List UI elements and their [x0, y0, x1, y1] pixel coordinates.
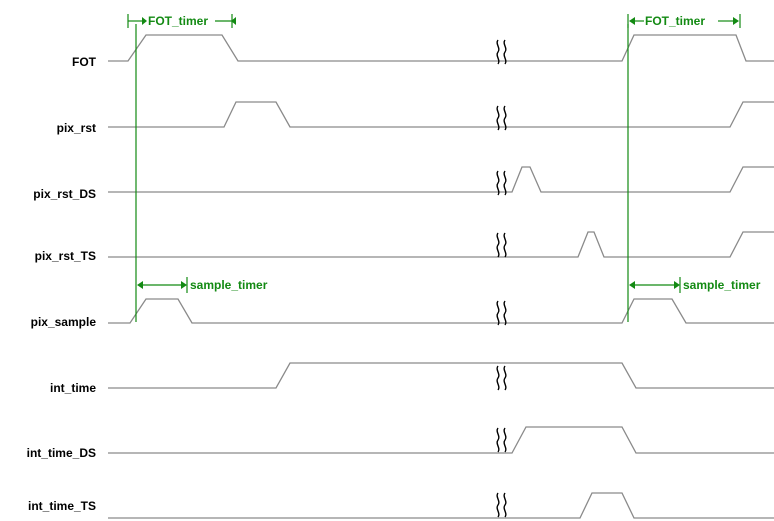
- break-mark-pix-rst-ds: [496, 170, 507, 196]
- break-mark-int-time-ds: [496, 427, 507, 453]
- sample-timer-left: sample_timer: [137, 277, 268, 293]
- arrow-right-icon: [181, 281, 187, 289]
- label-pix-sample: pix_sample: [31, 315, 97, 329]
- fot-timer-right: FOT_timer: [627, 14, 741, 28]
- break-mark-pix-sample: [496, 300, 507, 326]
- label-int-time-ts: int_time_TS: [28, 499, 96, 513]
- break-marks: [496, 39, 507, 518]
- fot-timer-left: FOT_timer: [127, 14, 236, 28]
- signal-labels: FOT pix_rst pix_rst_DS pix_rst_TS pix_sa…: [27, 55, 97, 513]
- arrow-right-icon: [733, 17, 739, 25]
- break-mark-pix-rst: [496, 105, 507, 131]
- waveform-pix-rst: [108, 101, 774, 128]
- waveform-pix-rst-ds: [108, 166, 774, 193]
- label-pix-rst-ts: pix_rst_TS: [35, 249, 96, 263]
- arrow-right-icon: [674, 281, 680, 289]
- waveform-pix-sample: [108, 298, 774, 324]
- break-mark-pix-rst-ts: [496, 232, 507, 258]
- sample-timer-right: sample_timer: [629, 277, 761, 293]
- arrow-left-icon: [629, 17, 635, 25]
- arrow-left-icon: [231, 17, 236, 25]
- label-int-time-ds: int_time_DS: [27, 446, 96, 460]
- arrow-left-icon: [137, 281, 143, 289]
- waveform-int-time-ds: [108, 426, 774, 454]
- fot-timer-left-label: FOT_timer: [148, 14, 208, 28]
- label-fot: FOT: [72, 55, 97, 69]
- label-pix-rst: pix_rst: [57, 121, 96, 135]
- sample-timer-left-label: sample_timer: [190, 278, 268, 292]
- fot-timer-right-label: FOT_timer: [645, 14, 705, 28]
- sample-timer-right-label: sample_timer: [683, 278, 761, 292]
- waveform-pix-rst-ts: [108, 231, 774, 258]
- waveform-int-time-ts: [108, 492, 774, 519]
- arrow-left-icon: [629, 281, 635, 289]
- waveforms: [108, 34, 774, 519]
- waveform-int-time: [108, 362, 774, 389]
- break-mark-int-time-ts: [496, 492, 507, 518]
- arrow-right-icon: [142, 17, 147, 25]
- timing-annotations: FOT_timer FOT_timer sample_timer sam: [127, 14, 761, 322]
- break-mark-int-time: [496, 365, 507, 391]
- label-int-time: int_time: [50, 381, 96, 395]
- label-pix-rst-ds: pix_rst_DS: [33, 187, 96, 201]
- waveform-fot: [108, 34, 774, 62]
- break-mark-fot: [496, 39, 507, 65]
